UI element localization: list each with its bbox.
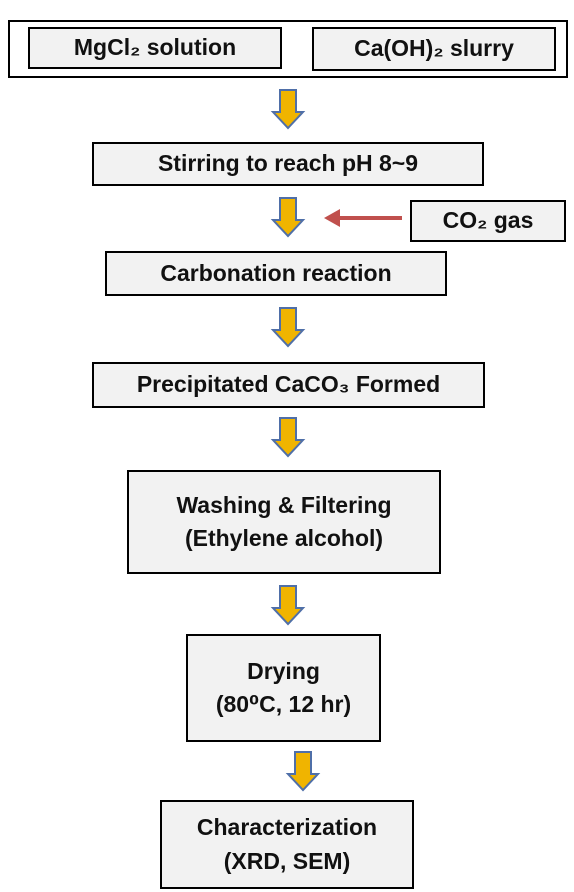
flow-arrow <box>270 89 306 130</box>
step-box: Precipitated CaCO₃ Formed <box>92 362 485 408</box>
step-label: Drying <box>247 657 320 684</box>
step-box: Carbonation reaction <box>105 251 447 296</box>
step-label: Characterization <box>196 814 378 841</box>
flow-arrow <box>285 751 321 792</box>
step-label: (XRD, SEM) <box>223 847 351 874</box>
gas-label: CO₂ gas <box>442 207 534 234</box>
step-box: Drying (80⁰C, 12 hr) <box>186 634 381 742</box>
flow-arrow <box>270 585 306 626</box>
step-label: Precipitated CaCO₃ Formed <box>136 371 441 398</box>
input-box: Ca(OH)₂ slurry <box>312 27 556 71</box>
step-box: Characterization (XRD, SEM) <box>160 800 414 889</box>
step-label: (80⁰C, 12 hr) <box>215 691 352 717</box>
step-label: Washing & Filtering <box>176 491 392 518</box>
flow-arrow <box>270 417 306 458</box>
flow-arrow <box>270 197 306 238</box>
input-label: Ca(OH)₂ slurry <box>354 35 514 62</box>
step-box: Stirring to reach pH 8~9 <box>92 142 484 186</box>
step-label: Carbonation reaction <box>160 259 392 286</box>
flow-arrow <box>270 307 306 348</box>
step-label: (Ethylene alcohol) <box>184 525 384 551</box>
step-box: Washing & Filtering (Ethylene alcohol) <box>127 470 441 574</box>
gas-box: CO₂ gas <box>410 200 566 242</box>
step-label: Stirring to reach pH 8~9 <box>157 150 419 177</box>
gas-arrow-head <box>324 209 340 227</box>
input-label: MgCl₂ solution <box>73 34 237 61</box>
input-box: MgCl₂ solution <box>28 27 282 69</box>
